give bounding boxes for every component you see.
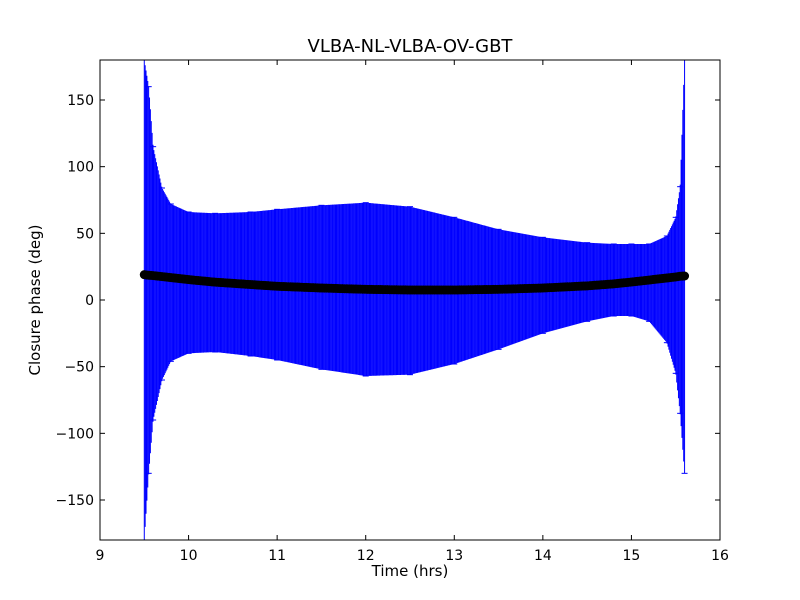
- y-tick-label: −100: [56, 426, 94, 442]
- data-layer: [139, 60, 690, 540]
- x-tick-label: 12: [357, 548, 375, 564]
- x-axis-label: Time (hrs): [371, 562, 449, 580]
- y-tick-label: −50: [64, 360, 94, 376]
- y-tick-label: 0: [85, 293, 94, 309]
- x-tick-label: 14: [534, 548, 552, 564]
- x-tick-label: 9: [96, 548, 105, 564]
- x-tick-label: 10: [180, 548, 198, 564]
- data-points-series-0: [139, 270, 690, 295]
- error-caps-series-0: [141, 60, 688, 540]
- data-point: [680, 271, 690, 281]
- x-tick-label: 15: [623, 548, 641, 564]
- chart-title: VLBA-NL-VLBA-OV-GBT: [308, 36, 514, 57]
- y-tick-label: −150: [56, 493, 94, 509]
- y-axis-label: Closure phase (deg): [26, 225, 44, 376]
- y-tick-label: 150: [67, 93, 94, 109]
- error-bars-series-0: [143, 60, 686, 540]
- y-tick-label: 50: [76, 226, 94, 242]
- tick-layer: 9 10 11 12 13 14 15 16 −150 −100 −50 0 50 100 150: [56, 60, 729, 564]
- x-tick-label: 11: [268, 548, 286, 564]
- x-tick-label: 16: [711, 548, 729, 564]
- x-tick-label: 13: [445, 548, 463, 564]
- y-tick-label: 100: [67, 160, 94, 176]
